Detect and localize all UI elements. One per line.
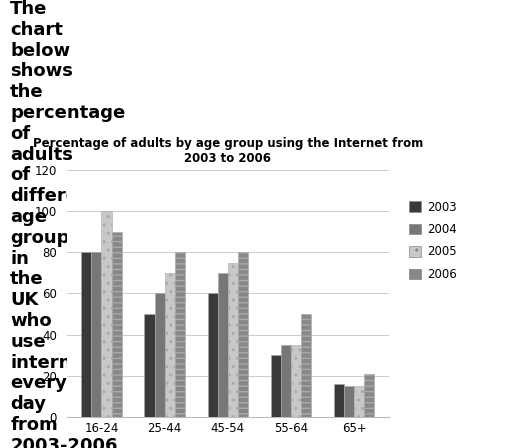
Bar	[155, 293, 165, 417]
Bar	[334, 384, 344, 417]
Bar	[144, 314, 155, 417]
Bar	[81, 252, 91, 417]
Bar	[281, 345, 291, 417]
Text: The chart below shows the percentage of
adults of different age groups in the UK: The chart below shows the percentage of …	[10, 0, 125, 448]
Bar	[208, 293, 218, 417]
Bar	[175, 252, 185, 417]
Bar	[271, 355, 281, 417]
Bar	[365, 374, 374, 417]
Bar	[101, 211, 112, 417]
Bar	[112, 232, 122, 417]
Bar	[218, 273, 228, 417]
Bar	[238, 252, 248, 417]
Bar	[354, 386, 365, 417]
Title: Percentage of adults by age group using the Internet from
2003 to 2006: Percentage of adults by age group using …	[33, 137, 423, 165]
Bar	[91, 252, 101, 417]
Bar	[301, 314, 311, 417]
Bar	[291, 345, 301, 417]
Bar	[165, 273, 175, 417]
Bar	[344, 386, 354, 417]
Bar	[228, 263, 238, 417]
Legend: 2003, 2004, 2005, 2006: 2003, 2004, 2005, 2006	[404, 196, 462, 286]
